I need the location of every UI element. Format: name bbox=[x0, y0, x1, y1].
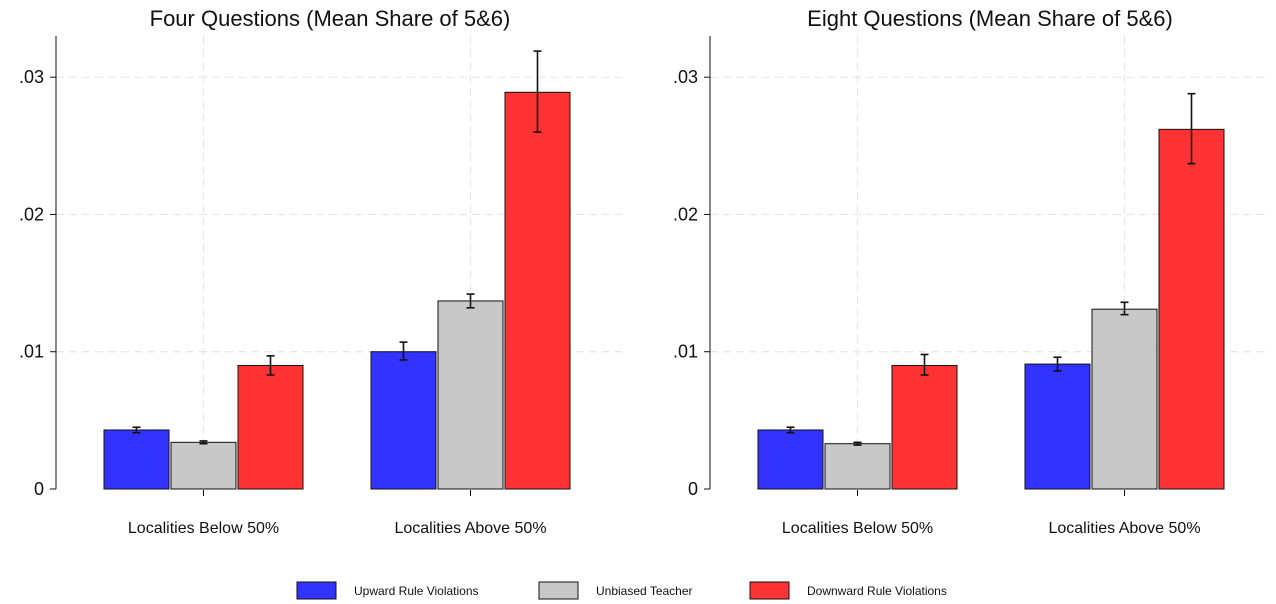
legend-label: Upward Rule Violations bbox=[354, 584, 479, 598]
x-tick-label: Localities Below 50% bbox=[128, 520, 279, 537]
bar-unbiased-teacher bbox=[824, 443, 891, 490]
legend-swatch bbox=[749, 581, 790, 600]
bar-downward-rule-violations bbox=[891, 364, 958, 490]
chart-panel-four-questions: Four Questions (Mean Share of 5&6) 0 .01 .0… bbox=[19, 6, 622, 537]
x-tick-label: Localities Above 50% bbox=[394, 520, 546, 537]
bar-upward-rule-violations bbox=[103, 429, 170, 490]
bar-upward-rule-violations bbox=[370, 351, 437, 490]
bar-unbiased-teacher bbox=[1091, 308, 1158, 490]
y-tick-label: .02 bbox=[19, 204, 44, 224]
y-tick-label: .03 bbox=[19, 67, 44, 87]
chart-legend: Upward Rule Violations Unbiased Teacher Do… bbox=[296, 581, 947, 600]
y-tick-label: .03 bbox=[673, 67, 698, 87]
y-tick-label: .01 bbox=[673, 342, 698, 362]
chart-title: Four Questions (Mean Share of 5&6) bbox=[150, 6, 511, 31]
y-tick-label: 0 bbox=[34, 479, 44, 499]
bar-downward-rule-violations bbox=[504, 91, 571, 490]
bar-downward-rule-violations bbox=[1158, 128, 1225, 490]
bar-unbiased-teacher bbox=[437, 300, 504, 490]
chart-panel-eight-questions: Eight Questions (Mean Share of 5&6) 0 .01.… bbox=[673, 6, 1270, 537]
bar-downward-rule-violations bbox=[237, 364, 304, 490]
legend-label: Unbiased Teacher bbox=[596, 584, 693, 598]
legend-swatch bbox=[296, 581, 337, 600]
legend-swatch bbox=[538, 581, 579, 600]
x-tick-label: Localities Above 50% bbox=[1048, 520, 1200, 537]
x-tick-label: Localities Below 50% bbox=[782, 520, 933, 537]
y-tick-label: .02 bbox=[673, 204, 698, 224]
chart-title: Eight Questions (Mean Share of 5&6) bbox=[807, 6, 1173, 31]
y-tick-label: 0 bbox=[688, 479, 698, 499]
legend-label: Downward Rule Violations bbox=[807, 584, 947, 598]
y-tick-label: .01 bbox=[19, 342, 44, 362]
bar-upward-rule-violations bbox=[757, 429, 824, 490]
bar-unbiased-teacher bbox=[170, 441, 237, 490]
bar-upward-rule-violations bbox=[1024, 363, 1091, 490]
